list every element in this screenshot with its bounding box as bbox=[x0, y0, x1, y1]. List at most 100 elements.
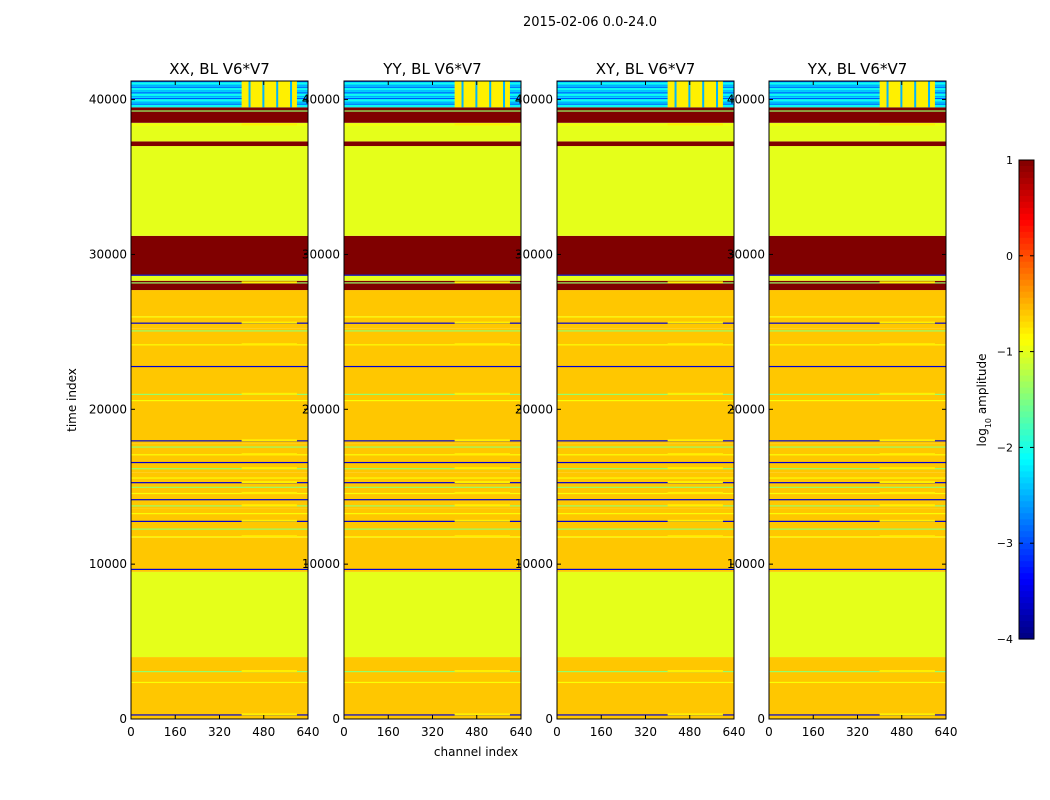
colorbar-segment bbox=[1019, 483, 1034, 490]
flagged-line bbox=[131, 482, 308, 484]
heatmap-band bbox=[344, 274, 521, 281]
noise-strip bbox=[557, 86, 734, 88]
flagged-rfi bbox=[667, 491, 723, 494]
y-tick-label: 0 bbox=[545, 712, 553, 726]
noise-strip bbox=[769, 101, 946, 103]
noise-strip bbox=[557, 84, 734, 86]
flagged-rfi bbox=[879, 343, 935, 346]
colorbar-tick-label: −3 bbox=[997, 537, 1013, 550]
heatmap-band bbox=[131, 107, 308, 123]
heatmap-band bbox=[344, 107, 521, 123]
x-tick-label: 480 bbox=[465, 725, 488, 739]
flagged-line bbox=[131, 499, 308, 501]
noise-strip bbox=[131, 97, 308, 100]
colorbar-segment bbox=[1019, 297, 1034, 305]
rfi-gap bbox=[503, 81, 506, 108]
colorbar-segment bbox=[1019, 519, 1034, 526]
flagged-line bbox=[344, 468, 521, 470]
noise-strip bbox=[131, 101, 308, 103]
heatmap-band bbox=[769, 571, 946, 658]
y-tick-label: 30000 bbox=[89, 247, 127, 261]
flagged-line bbox=[557, 461, 734, 464]
flagged-rfi bbox=[879, 467, 935, 470]
flagged-line bbox=[344, 365, 521, 368]
flagged-line bbox=[131, 365, 308, 368]
flagged-rfi bbox=[879, 669, 935, 672]
y-tick-label: 30000 bbox=[302, 247, 340, 261]
y-tick-label: 10000 bbox=[89, 557, 127, 571]
flagged-rfi bbox=[667, 123, 723, 126]
flagged-line bbox=[131, 446, 308, 448]
heatmap-band bbox=[344, 280, 521, 291]
colorbar-segment bbox=[1019, 219, 1034, 227]
heatmap-band bbox=[769, 472, 946, 509]
colorbar-segment bbox=[1019, 195, 1034, 203]
flagged-rfi bbox=[241, 453, 297, 456]
colorbar-segment bbox=[1019, 447, 1034, 454]
heatmap-band bbox=[131, 290, 308, 317]
flagged-line bbox=[557, 670, 734, 673]
flagged-line bbox=[131, 714, 308, 716]
colorbar-segment bbox=[1019, 315, 1034, 323]
flagged-line bbox=[344, 446, 521, 448]
flagged-rfi bbox=[879, 535, 935, 538]
flagged-line bbox=[131, 282, 308, 284]
colorbar-segment bbox=[1019, 423, 1034, 431]
heatmap-band bbox=[557, 571, 734, 658]
noise-strip bbox=[769, 84, 946, 86]
flagged-rfi bbox=[241, 123, 297, 126]
flagged-line bbox=[557, 468, 734, 470]
flagged-line bbox=[344, 520, 521, 522]
x-tick-label: 640 bbox=[297, 725, 320, 739]
rfi-block bbox=[879, 81, 935, 108]
heatmap-band bbox=[131, 274, 308, 281]
y-tick-label: 20000 bbox=[515, 402, 553, 416]
colorbar-segment bbox=[1019, 513, 1034, 520]
panel-title: YX, BL V6*V7 bbox=[807, 60, 908, 78]
colorbar-segment bbox=[1019, 603, 1034, 610]
heatmap-band bbox=[344, 571, 521, 658]
flagged-line bbox=[344, 454, 521, 456]
rfi-gap bbox=[702, 81, 705, 108]
flagged-line bbox=[557, 486, 734, 488]
y-tick-label: 20000 bbox=[727, 402, 765, 416]
heatmap-band bbox=[769, 657, 946, 719]
x-tick-label: 0 bbox=[765, 725, 773, 739]
flagged-line bbox=[557, 528, 734, 530]
colorbar-segment bbox=[1019, 261, 1034, 269]
flagged-line bbox=[344, 513, 521, 515]
flagged-rfi bbox=[241, 467, 297, 470]
flagged-rfi bbox=[454, 713, 510, 716]
colorbar-tick-label: −1 bbox=[997, 346, 1013, 359]
colorbar-segment bbox=[1019, 243, 1034, 251]
noise-strip bbox=[769, 99, 946, 101]
rfi-gap bbox=[290, 81, 293, 108]
colorbar-segment bbox=[1019, 279, 1034, 287]
heatmap-band bbox=[557, 508, 734, 538]
colorbar-segment bbox=[1019, 429, 1034, 437]
flagged-line bbox=[131, 568, 308, 570]
flagged-rfi bbox=[667, 504, 723, 507]
flagged-line bbox=[131, 536, 308, 538]
flagged-line bbox=[769, 513, 946, 515]
heatmap-band bbox=[344, 537, 521, 572]
noise-strip bbox=[557, 96, 734, 98]
noise-strip bbox=[769, 97, 946, 100]
noise-strip bbox=[557, 103, 734, 105]
flagged-line bbox=[131, 670, 308, 673]
flagged-rfi bbox=[454, 439, 510, 442]
flagged-line bbox=[557, 440, 734, 442]
colorbar-tick-label: 1 bbox=[1006, 154, 1013, 167]
colorbar-segment bbox=[1019, 267, 1034, 275]
noise-strip bbox=[344, 101, 521, 103]
x-tick-label: 160 bbox=[164, 725, 187, 739]
flagged-line bbox=[769, 400, 946, 402]
colorbar-segment bbox=[1019, 201, 1034, 209]
x-tick-label: 640 bbox=[510, 725, 533, 739]
colorbar-segment bbox=[1019, 291, 1034, 299]
flagged-line bbox=[769, 454, 946, 456]
flagged-rfi bbox=[667, 535, 723, 538]
heatmap-band bbox=[557, 328, 734, 444]
heatmap-band bbox=[557, 146, 734, 236]
flagged-line bbox=[557, 316, 734, 318]
